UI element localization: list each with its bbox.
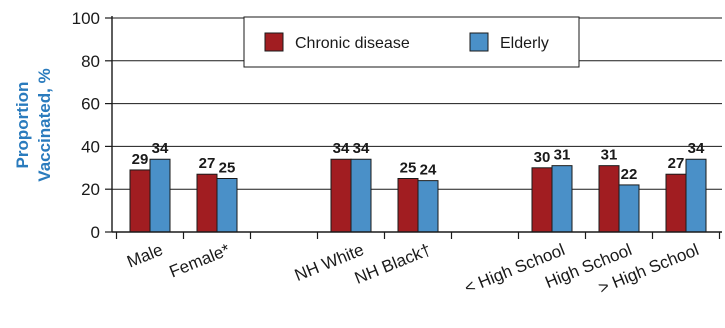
legend-label: Elderly <box>500 35 549 52</box>
data-label: 34 <box>353 140 370 157</box>
legend-label: Chronic disease <box>295 35 410 52</box>
y-tick-label: 80 <box>81 52 100 71</box>
bar-elderly <box>149 158 171 233</box>
category-label: Female* <box>167 240 233 281</box>
axes <box>111 16 722 239</box>
bar-chronic-disease <box>665 173 687 233</box>
data-label: 31 <box>554 147 571 164</box>
y-axis-title: Proportion Vaccinated, % <box>13 68 54 181</box>
category-label: NH Black† <box>352 240 434 288</box>
legend-swatch <box>469 32 489 52</box>
bar-chronic-disease <box>598 165 620 233</box>
legend-swatch <box>264 32 284 52</box>
bar-chronic-disease <box>330 158 352 233</box>
data-label: 25 <box>219 160 236 177</box>
data-label: 34 <box>688 140 705 157</box>
data-label: 22 <box>621 166 638 183</box>
bar-elderly <box>551 165 573 233</box>
bar-elderly <box>417 180 439 233</box>
y-axis-title-line: Proportion <box>13 82 32 169</box>
data-label: 27 <box>668 155 685 172</box>
bar-chronic-disease <box>196 173 218 233</box>
bar-elderly <box>618 184 640 233</box>
data-label: 29 <box>132 151 149 168</box>
data-label: 25 <box>400 160 417 177</box>
bar-chronic-disease <box>531 167 553 233</box>
y-tick-label: 0 <box>91 223 100 242</box>
legend: Chronic disease Elderly <box>243 16 580 68</box>
y-tick-label: 100 <box>72 9 100 28</box>
data-label: 31 <box>601 147 618 164</box>
data-label: 27 <box>199 155 216 172</box>
data-label: 34 <box>333 140 350 157</box>
y-tick-label: 60 <box>81 95 100 114</box>
bar-elderly <box>216 178 238 233</box>
bars <box>129 158 707 233</box>
category-label: Male <box>124 240 165 271</box>
y-tick-label: 20 <box>81 180 100 199</box>
bar-elderly <box>685 158 707 233</box>
y-axis-ticks: 0 20 40 60 80 100 <box>72 9 112 242</box>
bar-elderly <box>350 158 372 233</box>
bar-chronic-disease <box>129 169 151 233</box>
y-tick-label: 40 <box>81 137 100 156</box>
data-label: 24 <box>420 162 437 179</box>
y-axis-title-line: Vaccinated, % <box>35 68 54 181</box>
data-label: 30 <box>534 149 551 166</box>
legend-box <box>243 16 580 68</box>
data-label: 34 <box>152 140 169 157</box>
bar-chronic-disease <box>397 178 419 233</box>
